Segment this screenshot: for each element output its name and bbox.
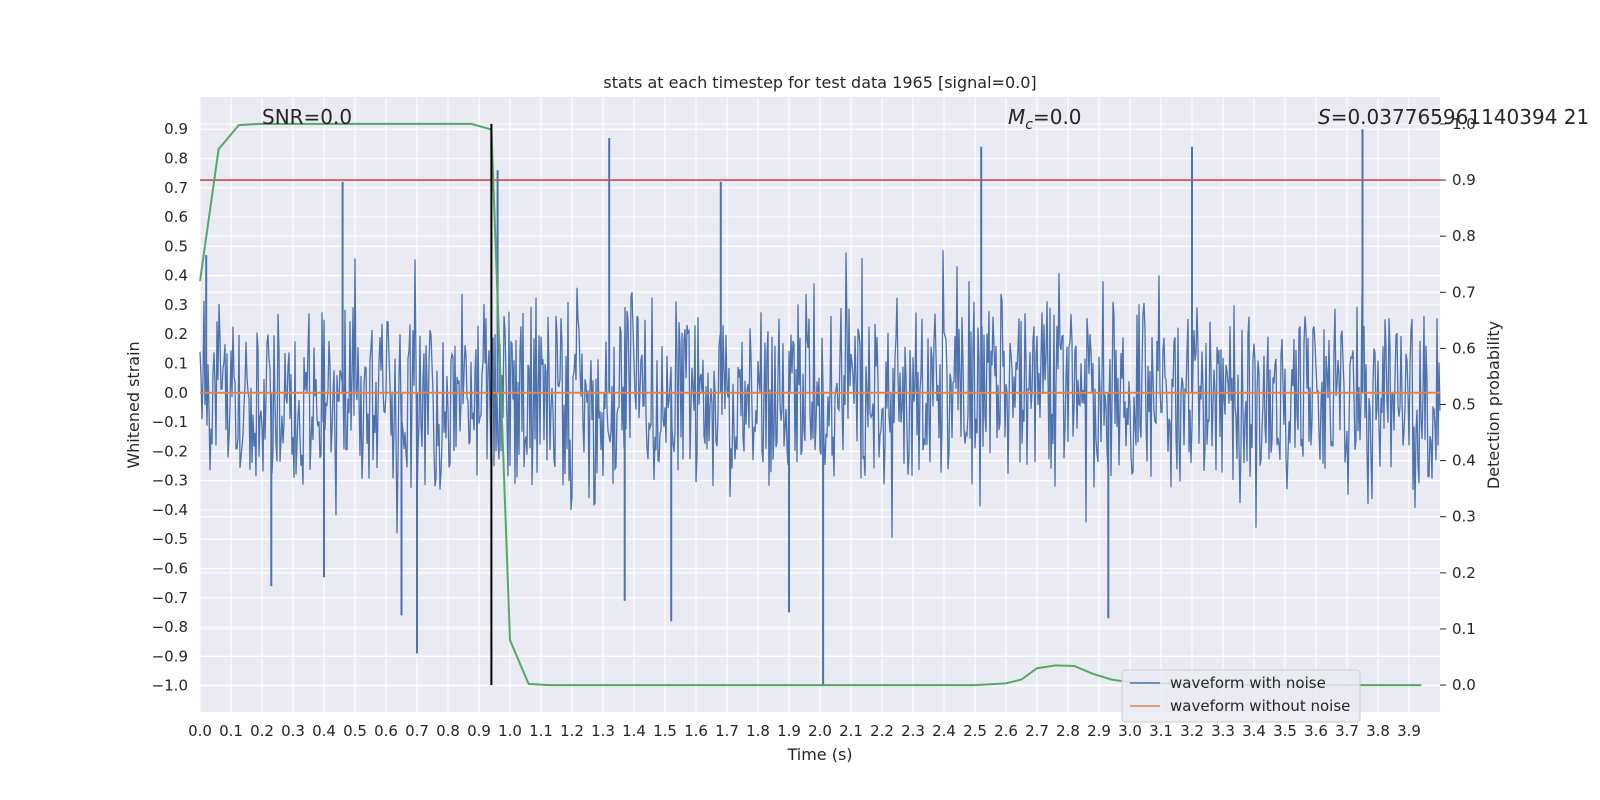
y-tick-label: 0.2 bbox=[164, 325, 188, 343]
chirp-mass-subscript: c bbox=[1025, 117, 1033, 133]
x-tick-label: 2.1 bbox=[839, 722, 863, 740]
y-tick-label: −0.5 bbox=[152, 530, 188, 548]
y-tick-label: 0.7 bbox=[164, 179, 188, 197]
x-tick-label: 1.8 bbox=[746, 722, 770, 740]
x-tick-label: 2.6 bbox=[994, 722, 1018, 740]
detection-probability-line bbox=[199, 122, 1422, 687]
x-tick-label: 0.2 bbox=[250, 722, 274, 740]
x-tick-label: 1.4 bbox=[622, 722, 646, 740]
y2-tick-label: 0.0 bbox=[1452, 676, 1476, 694]
x-tick-label: 0.4 bbox=[312, 722, 336, 740]
x-tick-label: 1.0 bbox=[498, 722, 522, 740]
x-tick-label: 2.5 bbox=[963, 722, 987, 740]
x-tick-label: 2.3 bbox=[901, 722, 925, 740]
y-tick-label: 0.3 bbox=[164, 296, 188, 314]
y-tick-label: −0.4 bbox=[152, 501, 188, 519]
y2-tick-label: 0.6 bbox=[1452, 339, 1476, 357]
y-tick-label: −0.6 bbox=[152, 560, 188, 578]
y2-tick-label: 0.3 bbox=[1452, 508, 1476, 526]
y2-axis-title: Detection probability bbox=[1484, 321, 1503, 489]
y-tick-label: 0.5 bbox=[164, 237, 188, 255]
y-tick-label: −1.0 bbox=[152, 677, 188, 695]
x-tick-label: 3.0 bbox=[1118, 722, 1142, 740]
legend-box bbox=[1121, 669, 1361, 723]
y-tick-label: −0.8 bbox=[152, 618, 188, 636]
x-tick-label: 0.5 bbox=[343, 722, 367, 740]
x-tick-labels: 0.0 0.1 0.2 0.3 0.4 0.5 0.6 0.7 0.8 0.9 1.0 1.1 1.2 1… bbox=[188, 722, 1421, 740]
x-axis-title: Time (s) bbox=[786, 745, 852, 764]
y2-tick-labels: 1.0 0.9 0.8 0.7 0.6 0.5 0.4 0.3 0.2 0.1 0.0 bbox=[1440, 115, 1476, 694]
y2-tick-label: 0.2 bbox=[1452, 564, 1476, 582]
y-tick-label: −0.7 bbox=[152, 589, 188, 607]
y2-tick-label: 0.9 bbox=[1452, 171, 1476, 189]
x-tick-label: 2.7 bbox=[1025, 722, 1049, 740]
x-tick-label: 3.8 bbox=[1366, 722, 1390, 740]
x-tick-label: 1.9 bbox=[777, 722, 801, 740]
x-tick-label: 2.9 bbox=[1087, 722, 1111, 740]
y-tick-label: 0.6 bbox=[164, 208, 188, 226]
x-tick-label: 2.4 bbox=[932, 722, 956, 740]
waveform-with-noise-series bbox=[199, 129, 1441, 686]
legend-label-clean: waveform without noise bbox=[1170, 697, 1350, 715]
y-tick-label: −0.9 bbox=[152, 647, 188, 665]
x-tick-label: 1.6 bbox=[684, 722, 708, 740]
x-tick-label: 0.7 bbox=[405, 722, 429, 740]
y2-tick-label: 0.1 bbox=[1452, 620, 1476, 638]
x-tick-label: 3.9 bbox=[1397, 722, 1421, 740]
overlay-series bbox=[199, 122, 1440, 687]
x-tick-label: 3.5 bbox=[1273, 722, 1297, 740]
y-tick-label: 0.1 bbox=[164, 355, 188, 373]
y2-tick-label: 0.5 bbox=[1452, 396, 1476, 414]
x-tick-label: 2.2 bbox=[870, 722, 894, 740]
x-tick-label: 1.5 bbox=[653, 722, 677, 740]
y2-tick-label: 0.4 bbox=[1452, 452, 1476, 470]
y-tick-label: −0.2 bbox=[152, 442, 188, 460]
x-tick-label: 0.0 bbox=[188, 722, 212, 740]
chirp-mass-value: =0.0 bbox=[1033, 105, 1082, 129]
x-tick-label: 0.3 bbox=[281, 722, 305, 740]
y-tick-label: 0.0 bbox=[164, 384, 188, 402]
y-tick-label: 0.8 bbox=[164, 150, 188, 168]
x-tick-label: 0.6 bbox=[374, 722, 398, 740]
legend: waveform with noise waveform without noi… bbox=[1121, 669, 1361, 723]
y2-tick-label: 0.7 bbox=[1452, 283, 1476, 301]
x-tick-label: 1.7 bbox=[715, 722, 739, 740]
x-tick-label: 3.3 bbox=[1211, 722, 1235, 740]
x-tick-label: 3.6 bbox=[1304, 722, 1328, 740]
x-tick-label: 2.0 bbox=[808, 722, 832, 740]
x-tick-label: 3.2 bbox=[1180, 722, 1204, 740]
x-tick-label: 3.7 bbox=[1335, 722, 1359, 740]
s-value: =0.037765961140394 21 bbox=[1331, 105, 1590, 129]
y2-tick-label: 1.0 bbox=[1452, 115, 1476, 133]
y-tick-label: −0.3 bbox=[152, 472, 188, 490]
y-tick-label: 0.4 bbox=[164, 267, 188, 285]
s-symbol: S bbox=[1318, 105, 1331, 129]
legend-label-noise: waveform with noise bbox=[1170, 674, 1326, 692]
x-tick-label: 0.8 bbox=[436, 722, 460, 740]
y2-tick-label: 0.8 bbox=[1452, 227, 1476, 245]
y-tick-label: 0.9 bbox=[164, 120, 188, 138]
chirp-mass-annotation: Mc=0.0 bbox=[1008, 105, 1082, 133]
x-tick-label: 0.1 bbox=[219, 722, 243, 740]
waveform-with-noise-line bbox=[199, 250, 1441, 538]
x-tick-label: 1.2 bbox=[560, 722, 584, 740]
s-annotation: S=0.037765961140394 21 bbox=[1318, 105, 1589, 129]
y-tick-labels: 0.9 0.8 0.7 0.6 0.5 0.4 0.3 0.2 0.1 0.0 −0.1 −0.2 −0… bbox=[152, 120, 188, 694]
x-tick-label: 1.1 bbox=[529, 722, 553, 740]
y-tick-label: −0.1 bbox=[152, 413, 188, 431]
x-tick-label: 1.3 bbox=[591, 722, 615, 740]
x-tick-label: 0.9 bbox=[467, 722, 491, 740]
chirp-mass-symbol: M bbox=[1008, 105, 1025, 129]
x-tick-label: 3.4 bbox=[1242, 722, 1266, 740]
x-tick-label: 2.8 bbox=[1056, 722, 1080, 740]
snr-annotation: SNR=0.0 bbox=[262, 105, 352, 129]
x-tick-label: 3.1 bbox=[1149, 722, 1173, 740]
chart-title: stats at each timestep for test data 196… bbox=[603, 73, 1036, 92]
y-axis-title: Whitened strain bbox=[124, 341, 143, 468]
